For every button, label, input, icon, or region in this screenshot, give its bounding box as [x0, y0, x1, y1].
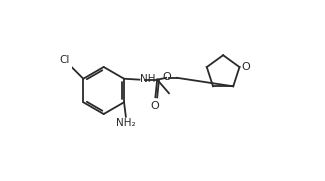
Text: NH: NH	[140, 74, 155, 85]
Text: O: O	[163, 72, 172, 82]
Text: NH₂: NH₂	[116, 118, 136, 128]
Text: O: O	[150, 101, 159, 111]
Text: O: O	[242, 62, 250, 72]
Text: Cl: Cl	[59, 55, 70, 65]
